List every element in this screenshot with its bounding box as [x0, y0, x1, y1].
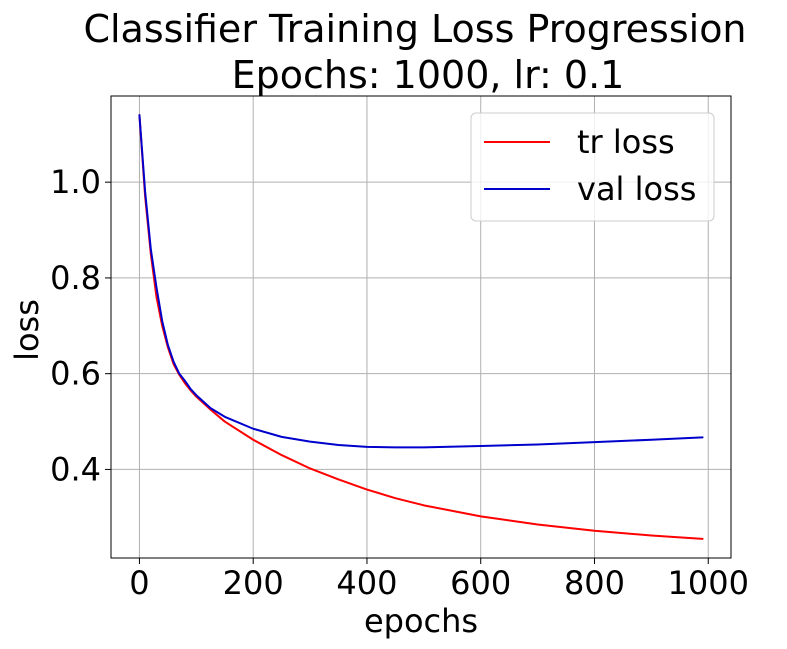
- x-tick-label: 600: [450, 564, 511, 602]
- y-tick-label: 0.6: [50, 355, 101, 393]
- series-line-val-loss: [138, 114, 704, 449]
- x-tick-label: 800: [564, 564, 625, 602]
- x-axis-label: epochs: [364, 602, 478, 640]
- y-tick-label: 0.4: [50, 450, 101, 488]
- legend-label-val-loss: val loss: [577, 170, 696, 208]
- legend-box: [470, 112, 715, 222]
- plot-frame: [110, 95, 732, 559]
- x-tick-label: 200: [223, 564, 284, 602]
- legend: tr loss val loss: [470, 112, 715, 222]
- x-tick-label: 0: [129, 564, 149, 602]
- series-layer: [138, 114, 704, 540]
- y-axis-ticks: 0.4 0.6 0.8 1.0: [50, 163, 111, 488]
- y-tick-label: 0.8: [50, 259, 101, 297]
- series-line-tr-loss: [138, 114, 704, 540]
- legend-label-tr-loss: tr loss: [577, 123, 675, 161]
- y-axis-label: loss: [8, 299, 46, 361]
- y-tick-label: 1.0: [50, 163, 101, 201]
- chart-subtitle: Epochs: 1000, lr: 0.1: [232, 53, 625, 97]
- x-tick-label: 1000: [668, 564, 749, 602]
- x-tick-label: 400: [336, 564, 397, 602]
- x-axis-ticks: 0 200 400 600 800 1000: [129, 558, 749, 602]
- chart-title: Classifier Training Loss Progression: [83, 7, 746, 51]
